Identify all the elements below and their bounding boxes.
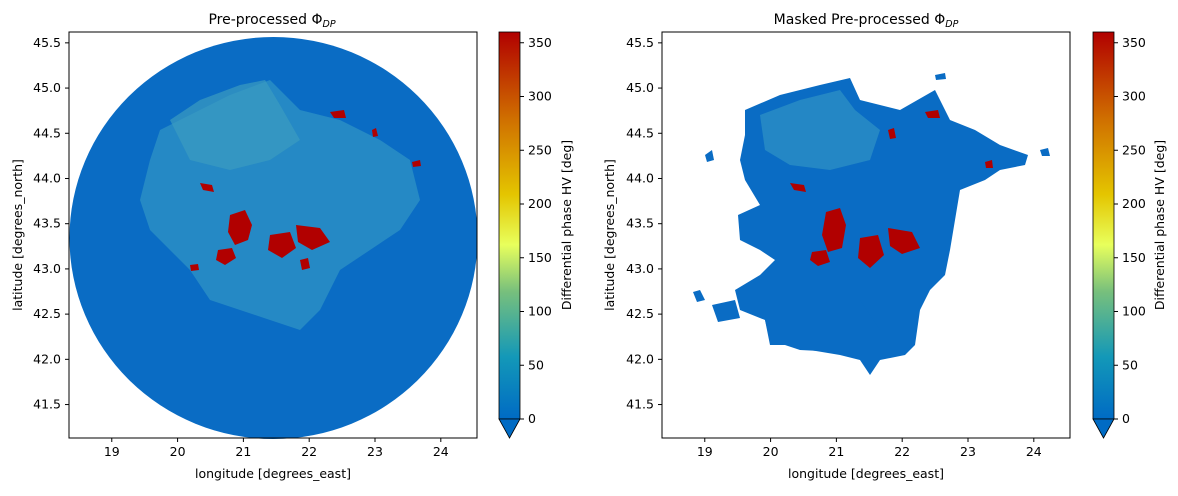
x-tick-label: 19	[697, 444, 713, 459]
x-tick-label: 21	[828, 444, 844, 459]
y-tick-label: 41.5	[626, 397, 654, 412]
colorbar-tick-label: 0	[528, 411, 536, 426]
y-tick-label: 42.0	[626, 351, 654, 366]
colorbar-extend-min	[1092, 418, 1115, 439]
x-tick-label: 21	[235, 444, 251, 459]
x-tick-label: 23	[367, 444, 383, 459]
colorbar-bar	[498, 31, 521, 420]
panel-left-plot-area	[69, 37, 478, 439]
y-tick-label: 43.5	[33, 216, 61, 231]
colorbar-tick-label: 50	[528, 357, 544, 372]
colorbar-tick-label: 300	[528, 89, 552, 104]
x-tick-label: 22	[301, 444, 317, 459]
y-tick-label: 44.0	[33, 170, 61, 185]
x-tick-label: 20	[763, 444, 779, 459]
colorbar-tick-label: 300	[1122, 89, 1146, 104]
panel-left-colorbar: 0 50 100 150 200 250 300 350 Differential phase…	[498, 31, 574, 439]
colorbar-ticks: 0 50 100 150 200 250 300 350	[520, 35, 552, 426]
panel-right-title: Masked Pre-processed ΦDP	[774, 12, 959, 30]
panel-right-xlabel: longitude [degrees_east]	[788, 466, 944, 481]
colorbar-extend-min	[498, 418, 521, 439]
colorbar-tick-label: 350	[528, 35, 552, 50]
y-tick-label: 41.5	[33, 397, 61, 412]
colorbar-tick-label: 200	[1122, 196, 1146, 211]
masked-echo-fragments	[693, 73, 1050, 322]
y-tick-label: 42.5	[33, 306, 61, 321]
panel-left-xlabel: longitude [degrees_east]	[195, 466, 351, 481]
panel-right-y-ticks: 41.5 42.0 42.5 43.0 43.5 44.0 44.5 45.0 45.5	[626, 35, 662, 412]
colorbar-tick-label: 150	[528, 250, 552, 265]
colorbar-tick-label: 100	[1122, 304, 1146, 319]
colorbar-ticks: 0 50 100 150 200 250 300 350	[1114, 35, 1146, 426]
colorbar-tick-label: 200	[528, 196, 552, 211]
x-tick-label: 23	[960, 444, 976, 459]
panel-right-ylabel: latitude [degrees_north]	[602, 159, 617, 311]
colorbar-tick-label: 350	[1122, 35, 1146, 50]
x-tick-label: 20	[170, 444, 186, 459]
y-tick-label: 43.0	[33, 261, 61, 276]
colorbar-tick-label: 0	[1122, 411, 1130, 426]
panel-left-title: Pre-processed ΦDP	[208, 12, 335, 30]
x-tick-label: 22	[894, 444, 910, 459]
colorbar-tick-label: 250	[528, 142, 552, 157]
y-tick-label: 44.0	[626, 170, 654, 185]
panel-right-x-ticks: 19 20 21 22 23 24	[697, 438, 1042, 459]
y-tick-label: 43.0	[626, 261, 654, 276]
y-tick-label: 45.5	[626, 35, 654, 50]
masked-echo-south	[760, 285, 880, 355]
y-tick-label: 42.5	[626, 306, 654, 321]
panel-right-plot-area	[693, 73, 1050, 375]
y-tick-label: 44.5	[626, 125, 654, 140]
colorbar-tick-label: 150	[1122, 250, 1146, 265]
panel-left-x-ticks: 19 20 21 22 23 24	[104, 438, 449, 459]
panel-left-y-ticks: 41.5 42.0 42.5 43.0 43.5 44.0 44.5 45.0 45.5	[33, 35, 69, 412]
masked-echo-north-tint	[760, 90, 880, 170]
y-tick-label: 42.0	[33, 351, 61, 366]
y-tick-label: 45.0	[626, 80, 654, 95]
y-tick-label: 45.5	[33, 35, 61, 50]
colorbar-tick-label: 250	[1122, 142, 1146, 157]
y-tick-label: 45.0	[33, 80, 61, 95]
high-phase-clusters	[190, 110, 421, 271]
colorbar-bar	[1092, 31, 1115, 420]
colorbar-label: Differential phase HV [deg]	[559, 140, 574, 310]
panel-left-axes-frame	[68, 31, 478, 439]
x-tick-label: 24	[1026, 444, 1042, 459]
colorbar-label: Differential phase HV [deg]	[1152, 140, 1167, 310]
colorbar-tick-label: 50	[1122, 357, 1138, 372]
y-tick-label: 43.5	[626, 216, 654, 231]
x-tick-label: 24	[433, 444, 449, 459]
colorbar-tick-label: 100	[528, 304, 552, 319]
panel-left-ylabel: latitude [degrees_north]	[10, 159, 25, 311]
masked-high-phase-clusters	[790, 110, 993, 268]
y-tick-label: 44.5	[33, 125, 61, 140]
panel-right: Masked Pre-processed ΦDP	[602, 12, 1167, 481]
panel-right-axes-frame	[661, 31, 1071, 439]
x-tick-label: 19	[104, 444, 120, 459]
echo-region-north	[170, 80, 300, 170]
panel-left: Pre-processed ΦDP 19 20 21 22 2	[10, 12, 574, 481]
panel-right-colorbar: 0 50 100 150 200 250 300 350 Differential phase…	[1092, 31, 1167, 439]
